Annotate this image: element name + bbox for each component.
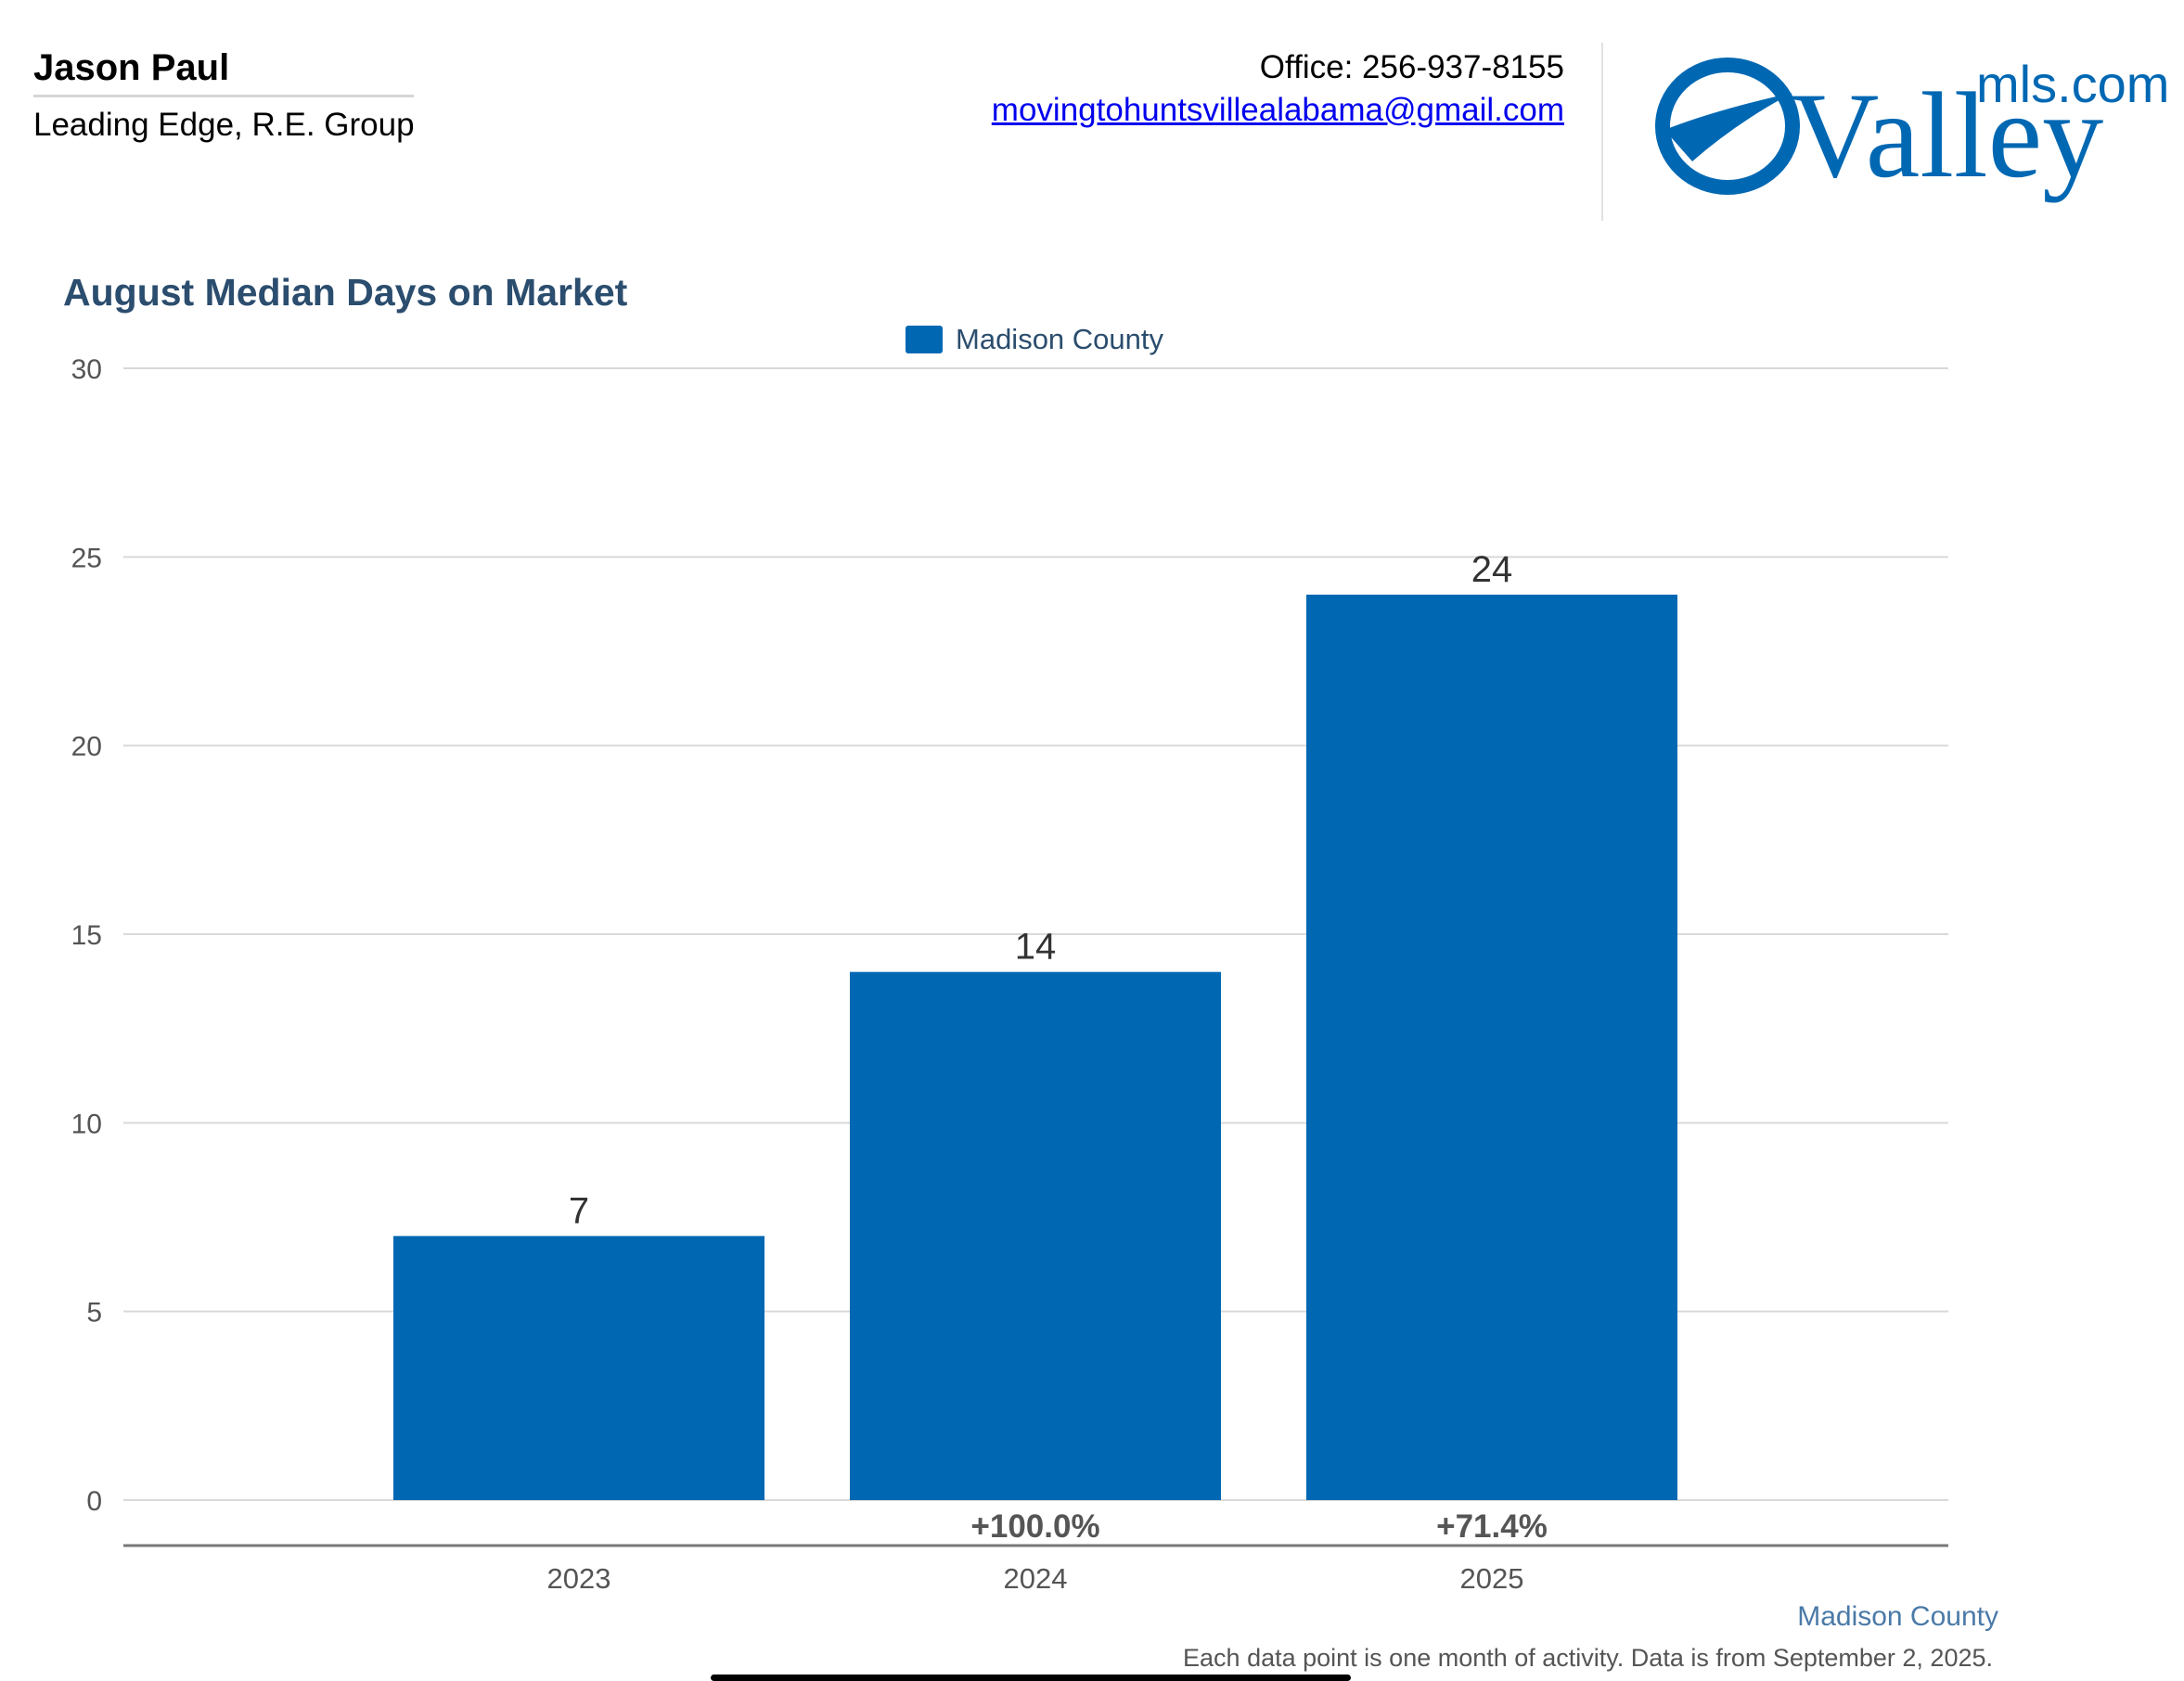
footer-series-label: Madison County [1797,1601,1998,1632]
bar-2024 [850,971,1221,1500]
y-tick-label: 0 [86,1486,102,1517]
y-tick-label: 25 [71,543,102,573]
y-tick-label: 30 [71,354,102,385]
header-divider [1601,43,1603,221]
valley-swoosh-icon [1655,58,1800,195]
legend-swatch [906,326,943,353]
bar-2023 [393,1236,764,1500]
agent-divider [33,95,414,97]
data-label: 14 [1015,927,1057,968]
agent-name: Jason Paul [33,47,230,88]
logo-wordmark: Valley [1791,67,2103,203]
legend: Madison County [906,323,1163,356]
change-label: +71.4% [1436,1508,1548,1545]
y-tick-label: 20 [71,732,102,763]
x-tick-label: 2024 [1004,1562,1068,1595]
footer-note: Each data point is one month of activity… [1183,1644,1993,1672]
legend-label: Madison County [956,323,1164,355]
valley-mls-logo: Valley mls.com [1655,58,2169,203]
agent-company: Leading Edge, R.E. Group [33,107,415,143]
data-label: 24 [1471,549,1513,590]
chart-title: August Median Days on Market [63,271,628,314]
contact-info: Office: 256-937-8155 movingtohuntsvillea… [992,46,1564,132]
agent-info: Jason Paul Leading Edge, R.E. Group [33,45,415,146]
y-tick-label: 5 [86,1298,102,1328]
y-tick-label: 15 [71,920,102,951]
bar-2025 [1306,595,1677,1500]
y-tick-label: 10 [71,1109,102,1139]
x-tick-label: 2023 [547,1562,611,1595]
home-indicator[interactable] [711,1675,1351,1681]
email-link[interactable]: movingtohuntsvillealabama@gmail.com [991,92,1564,128]
x-tick-label: 2025 [1460,1562,1524,1595]
data-label: 7 [569,1190,589,1231]
office-phone: Office: 256-937-8155 [1259,49,1564,85]
change-label: +100.0% [970,1508,1099,1545]
logo-suffix: mls.com [1976,58,2169,113]
